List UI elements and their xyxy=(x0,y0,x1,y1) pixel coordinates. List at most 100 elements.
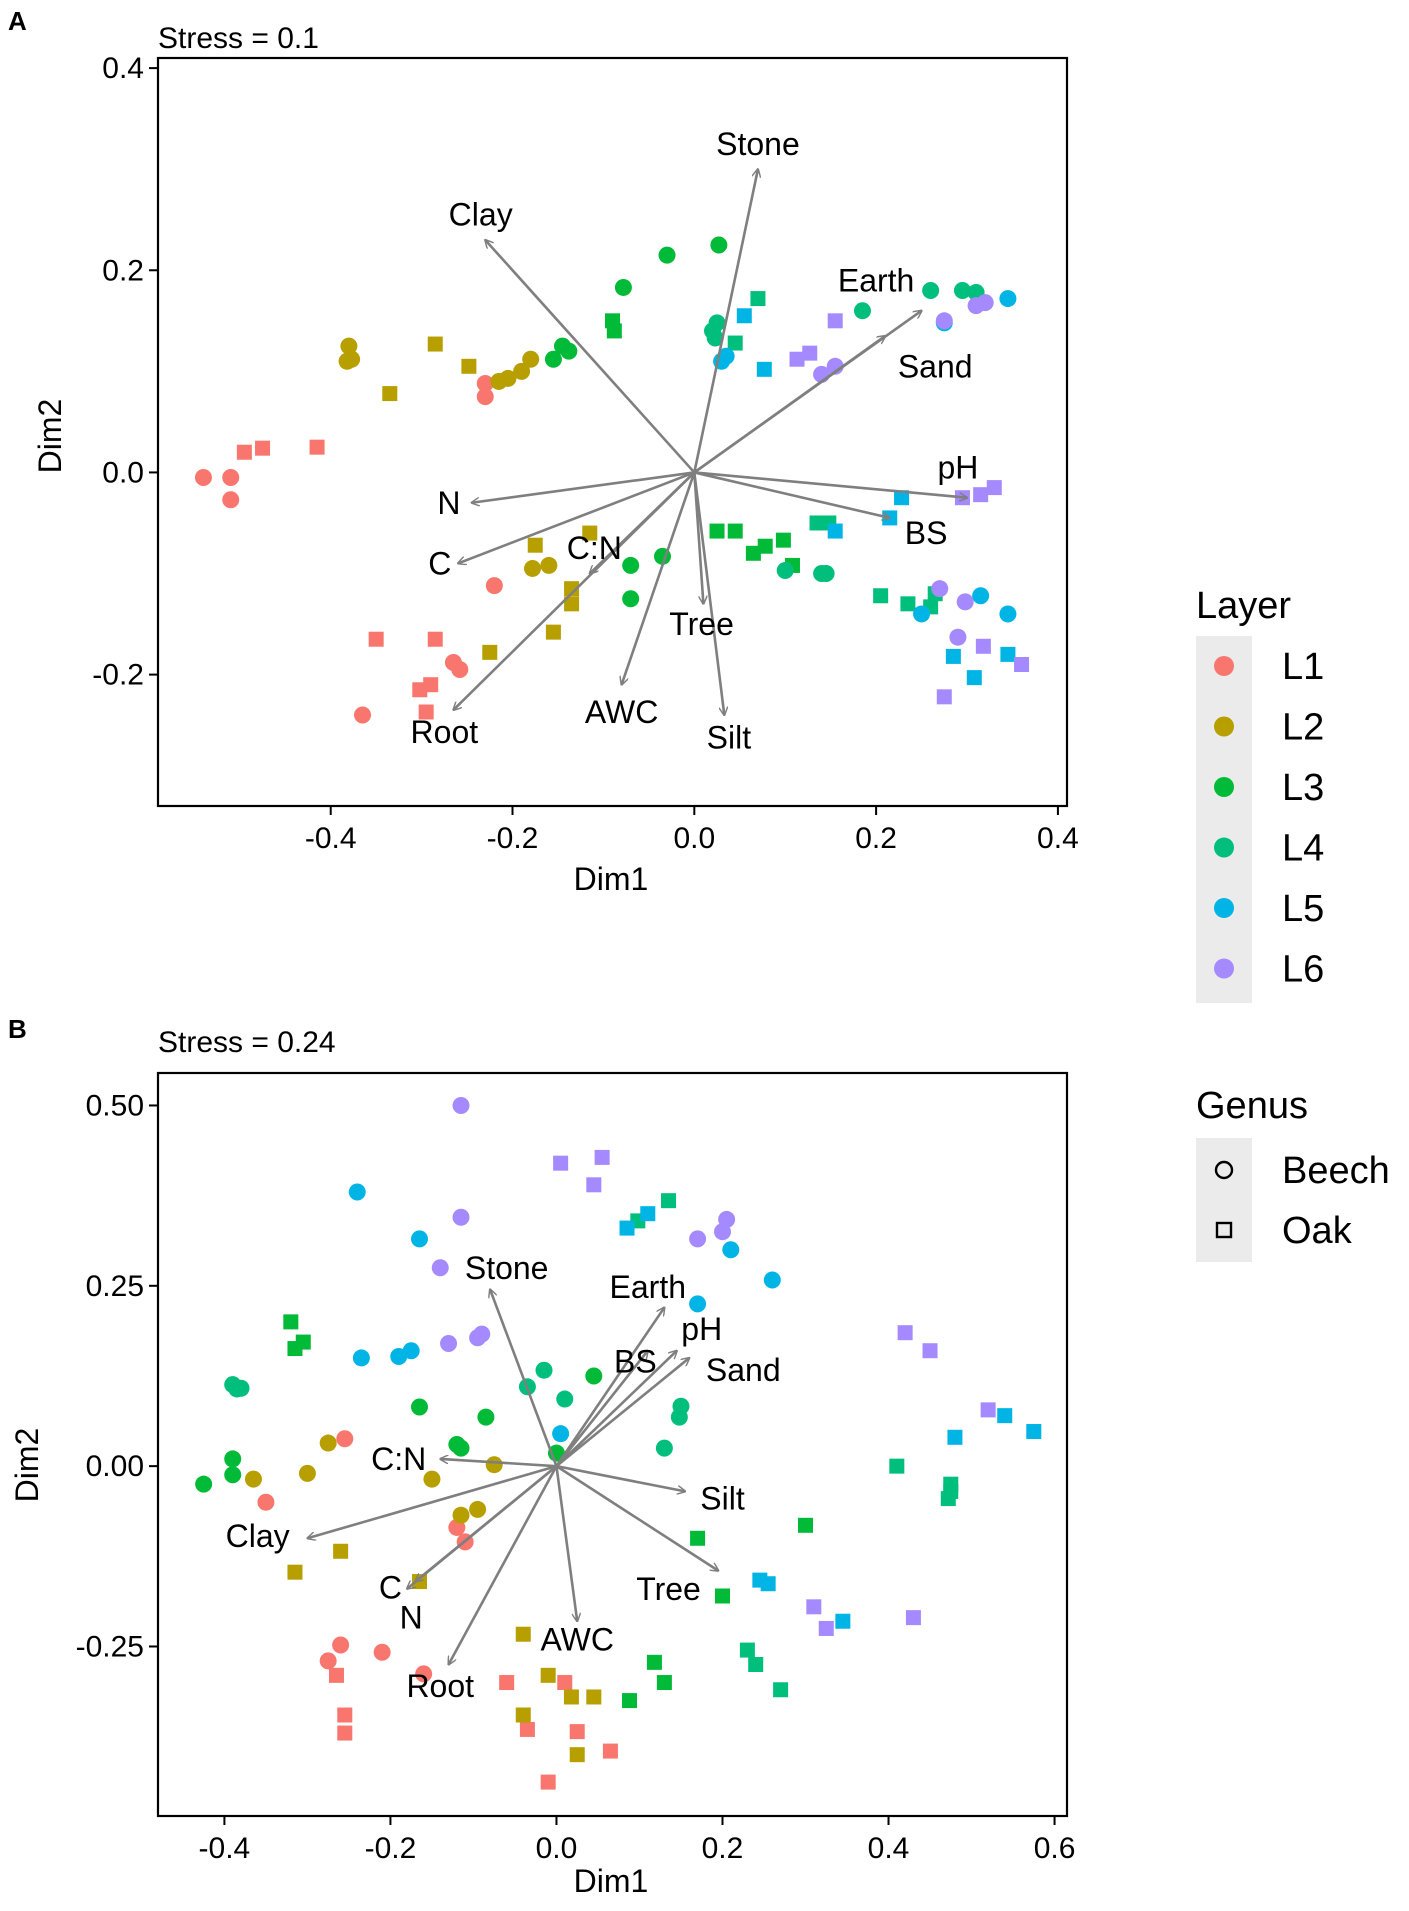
point-l4-oak xyxy=(748,1657,764,1673)
panel-b-xtick-label: 0.6 xyxy=(1034,1832,1076,1865)
panel-a-xlabel: Dim1 xyxy=(574,861,649,897)
point-l4-beech xyxy=(556,1390,574,1408)
vector-ph-label: pH xyxy=(681,1311,722,1347)
point-l6-oak xyxy=(1014,656,1030,672)
vector-clay-label: Clay xyxy=(226,1518,290,1554)
point-l6-oak xyxy=(936,689,952,705)
point-l2-beech xyxy=(423,1470,441,1488)
point-l5-beech xyxy=(999,605,1017,623)
vector-bs-label: BS xyxy=(905,515,948,551)
vector-bs-label: BS xyxy=(614,1344,657,1380)
point-l3-beech xyxy=(658,246,676,264)
legend-label-oak: Oak xyxy=(1282,1210,1353,1252)
point-l5-oak xyxy=(640,1206,656,1222)
point-l5-beech xyxy=(717,347,735,365)
point-l3-beech xyxy=(224,1450,242,1468)
point-l3-beech xyxy=(477,1408,495,1426)
point-l5-oak xyxy=(736,308,752,324)
point-l6-oak xyxy=(806,1599,822,1615)
point-l3-beech xyxy=(224,1466,242,1484)
panel-b-xtick-label: -0.2 xyxy=(365,1832,417,1865)
vector-sand-arrow xyxy=(693,336,885,474)
vector-c-n-label: C:N xyxy=(567,530,622,566)
vector-bs-arrow xyxy=(555,1351,647,1467)
point-l6-oak xyxy=(802,345,818,361)
point-l2-oak xyxy=(586,1689,602,1705)
vector-n-arrow xyxy=(472,471,695,502)
legend-key-l2 xyxy=(1214,716,1234,737)
point-l6-oak xyxy=(975,638,991,654)
point-l5-beech xyxy=(402,1342,420,1360)
point-l3-beech xyxy=(410,1398,428,1416)
vector-silt-arrow xyxy=(693,472,724,715)
vector-stone-arrow xyxy=(490,1289,558,1467)
vector-c-label: C xyxy=(379,1569,402,1605)
point-l4-oak xyxy=(750,291,766,307)
point-l1-oak xyxy=(519,1721,535,1737)
point-l2-oak xyxy=(287,1564,303,1580)
point-l4-beech xyxy=(708,314,726,332)
point-l1-oak xyxy=(337,1725,353,1741)
point-l1-beech xyxy=(373,1643,391,1661)
vector-silt-arrow xyxy=(556,1464,685,1491)
point-l5-beech xyxy=(972,587,990,605)
point-l4-oak xyxy=(940,1491,956,1507)
point-l2-beech xyxy=(298,1464,316,1482)
genus-legend-keys: Beech Oak xyxy=(1196,1138,1390,1262)
panel-a: A Stress = 0.1 -0.4 -0.2 0.0 0.2 0.4 -0.2 0.0 0… xyxy=(8,6,1079,897)
point-l4-oak xyxy=(661,1193,677,1209)
panel-b-xlabel: Dim1 xyxy=(574,1863,649,1899)
point-l2-beech xyxy=(319,1434,337,1452)
point-l1-oak xyxy=(418,704,434,720)
point-l2-beech xyxy=(244,1470,262,1488)
point-l5-oak xyxy=(947,1429,963,1445)
point-l1-beech xyxy=(476,374,494,392)
panel-b-xtick-label: 0.0 xyxy=(536,1832,578,1865)
point-l6-beech xyxy=(976,294,994,312)
point-l2-beech xyxy=(485,1456,503,1474)
point-l2-beech xyxy=(524,559,542,577)
panel-b-plot: -0.4 -0.2 0.0 0.2 0.4 0.6 -0.25 0.00 0.25 0.50 Sto… xyxy=(76,1071,1076,1865)
point-l2-beech xyxy=(469,1500,487,1518)
panel-a-ylabel: Dim2 xyxy=(32,399,68,474)
point-l1-beech xyxy=(319,1652,337,1670)
point-l1-beech xyxy=(194,468,212,486)
panel-b-frame xyxy=(156,1071,1069,1818)
legend-label-l2: L2 xyxy=(1282,707,1324,749)
point-l6-oak xyxy=(980,1402,996,1418)
point-l6-beech xyxy=(931,580,949,598)
panel-b-xtick-label: 0.2 xyxy=(702,1832,744,1865)
point-l2-oak xyxy=(527,537,543,553)
vector-awc-label: AWC xyxy=(540,1621,613,1657)
point-l3-beech xyxy=(622,556,640,574)
point-l5-oak xyxy=(997,1408,1013,1424)
point-l2-oak xyxy=(540,1667,556,1683)
point-l3-beech xyxy=(614,278,632,296)
point-l3-oak xyxy=(295,1334,311,1350)
legend-label-l6: L6 xyxy=(1282,949,1324,991)
point-l3-beech xyxy=(195,1475,213,1493)
point-l2-beech xyxy=(513,362,531,380)
vector-stone-label: Stone xyxy=(716,126,800,162)
panel-a-frame xyxy=(156,56,1069,808)
point-l1-beech xyxy=(336,1430,354,1448)
vector-ph-arrow xyxy=(694,471,967,497)
point-l3-beech xyxy=(622,590,640,608)
vector-tree-arrow xyxy=(555,1465,718,1571)
panel-a-ytick-label: 0.4 xyxy=(102,52,144,85)
panel-a-vectors: Stone Clay Earth Sand pH BS NC C:N Tree AWC Silt Ro… xyxy=(411,126,979,755)
point-l6-beech xyxy=(718,1210,736,1228)
point-l6-oak xyxy=(922,1343,938,1359)
panel-b-xtick-label: -0.4 xyxy=(199,1832,251,1865)
panel-a-points xyxy=(194,236,1030,724)
legend-key-l5 xyxy=(1214,898,1234,918)
vector-tree-label: Tree xyxy=(669,606,734,642)
point-l2-oak xyxy=(427,336,443,352)
point-l2-oak xyxy=(569,1747,585,1763)
vector-tree-label: Tree xyxy=(636,1571,701,1607)
point-l3-oak xyxy=(727,523,743,539)
vector-root-arrow xyxy=(453,471,696,710)
point-l2-oak xyxy=(545,624,561,640)
point-l1-beech xyxy=(415,1665,433,1683)
legend-label-l4: L4 xyxy=(1282,828,1324,870)
